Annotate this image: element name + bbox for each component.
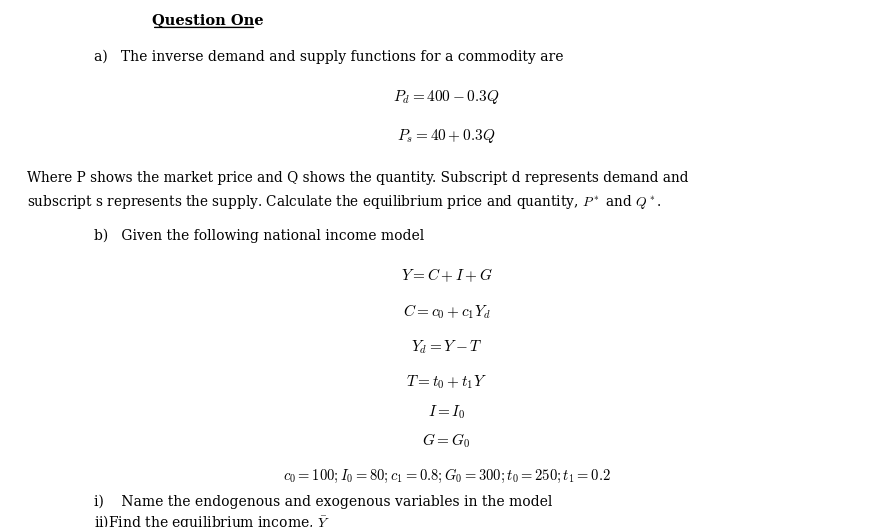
Text: $Y_d = Y - T$: $Y_d = Y - T$ (411, 338, 482, 356)
Text: $Y = C + I + G$: $Y = C + I + G$ (401, 267, 492, 284)
Text: b)   Given the following national income model: b) Given the following national income m… (94, 228, 424, 243)
Text: ii)Find the equilibrium income, $\bar{Y}$: ii)Find the equilibrium income, $\bar{Y}… (94, 513, 330, 527)
Text: $P_d = 400 - 0.3Q$: $P_d = 400 - 0.3Q$ (393, 88, 500, 106)
Text: $G = G_0$: $G = G_0$ (422, 431, 471, 450)
Text: subscript s represents the supply. Calculate the equilibrium price and quantity,: subscript s represents the supply. Calcu… (27, 192, 662, 210)
Text: Question One: Question One (152, 13, 263, 27)
Text: $I = I_0$: $I = I_0$ (428, 403, 465, 421)
Text: Where P shows the market price and Q shows the quantity. Subscript d represents : Where P shows the market price and Q sho… (27, 171, 689, 185)
Text: $c_0 = 100; I_0 = 80; c_1 = 0.8; G_0 = 300; t_0 = 250; t_1 = 0.2$: $c_0 = 100; I_0 = 80; c_1 = 0.8; G_0 = 3… (283, 466, 610, 485)
Text: $C = c_0 + c_1 Y_d$: $C = c_0 + c_1 Y_d$ (403, 302, 490, 321)
Text: $T = t_0 + t_1 Y$: $T = t_0 + t_1 Y$ (406, 374, 487, 392)
Text: $P_s = 40 + 0.3Q$: $P_s = 40 + 0.3Q$ (397, 126, 496, 144)
Text: i)    Name the endogenous and exogenous variables in the model: i) Name the endogenous and exogenous var… (94, 494, 552, 509)
Text: a)   The inverse demand and supply functions for a commodity are: a) The inverse demand and supply functio… (94, 49, 563, 64)
